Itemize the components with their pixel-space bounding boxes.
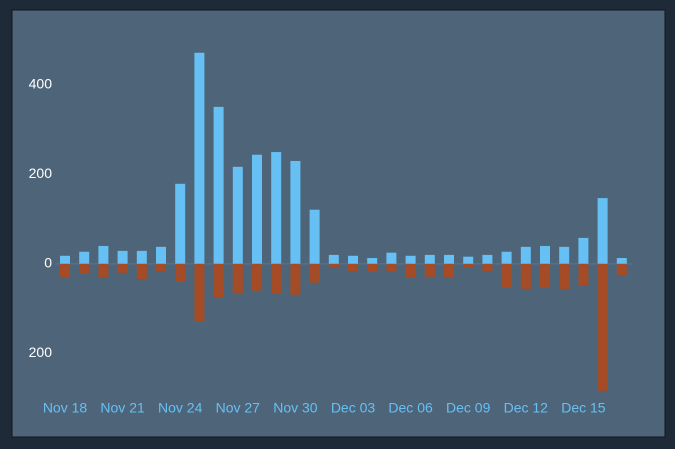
bar [367,258,378,264]
bar [213,106,224,264]
bar [328,254,339,264]
bar [348,255,358,264]
bar [232,166,243,264]
bar [444,254,454,264]
y-tick-label: 200 [29,344,53,360]
bar [405,255,416,264]
bar [578,263,589,286]
bar [463,256,474,264]
bar [252,154,262,264]
bar [597,263,608,391]
bar [482,254,493,264]
bar [616,258,627,264]
bar [213,263,224,298]
x-tick-label: Nov 18 [43,400,88,416]
bar [348,263,358,271]
bar [117,263,128,273]
bar [578,237,589,264]
bar [616,263,627,276]
bar [559,246,570,264]
bar [271,263,282,294]
bar [540,263,550,288]
bar [79,263,90,274]
x-tick-label: Nov 21 [100,400,145,416]
bar [597,198,608,264]
bar [136,250,147,264]
bar [136,263,147,280]
x-tick-label: Nov 24 [158,400,203,416]
x-tick-label: Dec 09 [446,400,491,416]
bar [405,263,416,278]
bar [424,254,435,264]
bar [252,263,262,291]
bar [271,152,282,264]
bar [194,52,205,264]
bar [79,251,90,264]
bar [520,263,531,289]
bar [156,246,166,264]
x-tick-label: Dec 12 [504,400,549,416]
bar [386,252,397,264]
bar [386,263,397,272]
bar [444,263,454,278]
bar [60,255,70,264]
bar [175,183,186,264]
y-tick-label: 0 [44,255,52,271]
bar [367,263,378,272]
x-tick-label: Nov 30 [273,400,318,416]
bar [482,263,493,271]
bar [98,245,109,264]
bar [194,263,205,322]
y-tick-label: 200 [29,165,53,181]
bar [501,263,512,288]
bar [520,246,531,264]
y-tick-label: 400 [29,76,53,92]
bar [232,263,243,293]
bar [540,245,550,264]
bar [98,263,109,278]
bar [463,263,474,268]
x-tick-label: Dec 03 [331,400,376,416]
bar [117,250,128,264]
bar [175,263,186,282]
bar [559,263,570,289]
chart-panel [11,9,666,438]
bar [309,209,320,264]
x-tick-label: Nov 27 [216,400,261,416]
x-tick-label: Dec 06 [388,400,433,416]
bar [501,251,512,264]
bar [156,263,166,271]
bar [424,263,435,277]
bar [309,263,320,283]
bar [290,160,301,264]
x-tick-label: Dec 15 [561,400,606,416]
bar [290,263,301,295]
bar [60,263,70,278]
bar [328,263,339,267]
